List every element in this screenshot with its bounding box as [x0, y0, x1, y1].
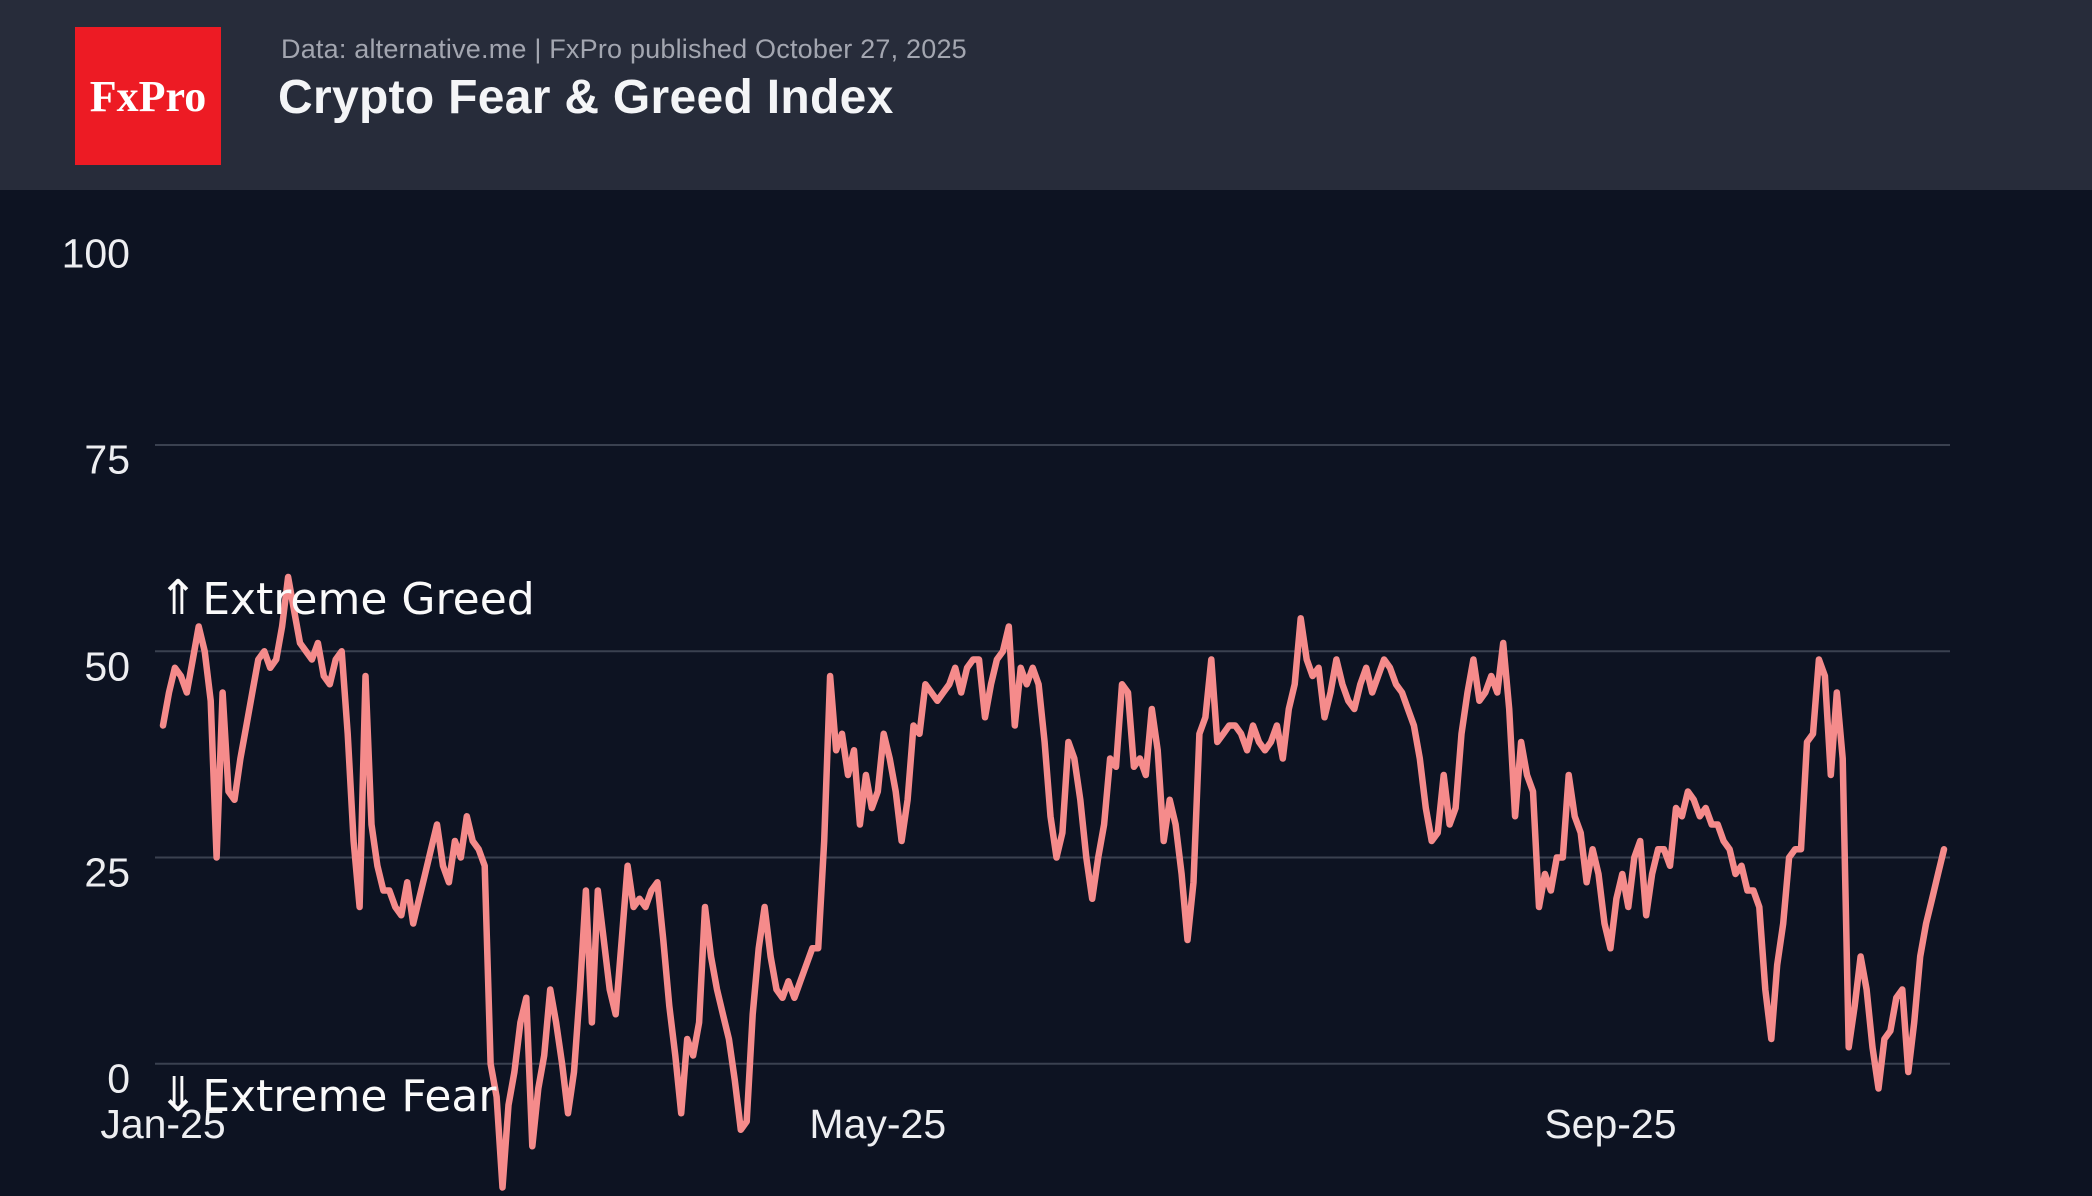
- up-arrow-icon: ⇑: [158, 570, 199, 626]
- extreme-greed-annotation: ⇑Extreme Greed: [158, 567, 535, 631]
- down-arrow-icon: ⇓: [158, 1067, 199, 1123]
- fear-greed-line-chart: [155, 444, 1950, 1191]
- chart-source-caption: Data: alternative.me | FxPro published O…: [281, 34, 967, 64]
- chart-area: 0 25 50 75 100 Jan-25 May-25 Sep-25 ⇑Extreme G…: [0, 190, 2092, 1196]
- x-tick-label-May-25: May-25: [809, 1101, 947, 1147]
- index-series-line: [159, 573, 1948, 1191]
- y-tick-label-100: 100: [61, 230, 130, 277]
- page-title: Crypto Fear & Greed Index: [278, 71, 894, 124]
- extreme-greed-label: Extreme Greed: [202, 574, 535, 625]
- x-tick-label-Sep-25: Sep-25: [1544, 1101, 1677, 1147]
- header-bar: FxPro Data: alternative.me | FxPro publi…: [0, 0, 2092, 190]
- y-tick-label-0: 0: [107, 1055, 130, 1102]
- y-tick-label-25: 25: [84, 849, 130, 896]
- extreme-fear-annotation: ⇓Extreme Fear: [158, 1064, 496, 1128]
- extreme-fear-label: Extreme Fear: [202, 1071, 497, 1122]
- fxpro-logo-text: FxPro: [89, 71, 207, 121]
- y-tick-label-50: 50: [84, 643, 130, 690]
- x-tick-label-Jan-25: Jan-25: [100, 1101, 226, 1147]
- fxpro-logo: FxPro: [75, 27, 221, 165]
- y-tick-label-75: 75: [84, 436, 130, 483]
